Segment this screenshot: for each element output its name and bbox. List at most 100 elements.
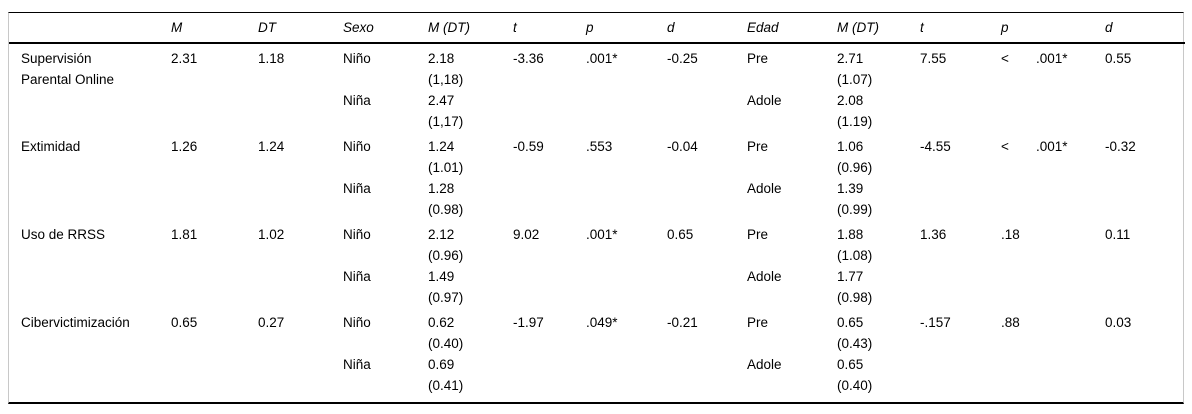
cell-sexo: Niño Niña bbox=[343, 220, 428, 308]
value-line: 2.71 bbox=[837, 51, 864, 66]
value-line: (0.98) bbox=[428, 202, 464, 217]
table-body: Supervisión Parental Online 2.31 1.18 Niño N… bbox=[9, 43, 1185, 396]
column-header-m-dt-4: M (DT) bbox=[428, 13, 513, 44]
table-row: Uso de RRSS 1.81 1.02 Niño Niña 2.12 (0.96) 1… bbox=[9, 220, 1185, 308]
value-line bbox=[747, 111, 837, 132]
value-line: -0.04 bbox=[667, 139, 698, 154]
statistics-table: M DT Sexo M (DT) t p d Edad M (DT) t p d Supervisió… bbox=[8, 12, 1185, 404]
cell-sexo: Niño Niña bbox=[343, 132, 428, 220]
value-line bbox=[343, 69, 428, 90]
p-value-line: < .001* bbox=[1001, 136, 1105, 157]
cell-sexo-p: .553 bbox=[586, 132, 667, 220]
value-line: Uso de RRSS bbox=[21, 227, 106, 242]
cell-edad: Pre Adole bbox=[747, 43, 837, 132]
cell-sexo-t: 9.02 bbox=[513, 220, 586, 308]
value-line: -1.97 bbox=[513, 315, 544, 330]
cell-m: 0.65 bbox=[171, 308, 258, 396]
value-line: 2.31 bbox=[171, 51, 198, 66]
value-line bbox=[343, 157, 428, 178]
column-header-m-dt-9: M (DT) bbox=[837, 13, 920, 44]
value-line bbox=[343, 287, 428, 308]
value-line: 1.49 bbox=[428, 269, 455, 284]
value-line: (1.08) bbox=[837, 248, 873, 263]
cell-sexo-d: 0.65 bbox=[667, 220, 747, 308]
p-value: .18 bbox=[1001, 227, 1020, 242]
value-line: (1.19) bbox=[837, 114, 873, 129]
value-line bbox=[343, 199, 428, 220]
cell-edad-d: 0.03 bbox=[1105, 308, 1185, 396]
cell-m: 1.26 bbox=[171, 132, 258, 220]
cell-edad: Pre Adole bbox=[747, 308, 837, 396]
cell-edad-t: -4.55 bbox=[920, 132, 1001, 220]
value-line: (0.99) bbox=[837, 202, 873, 217]
value-line: Niño bbox=[343, 139, 371, 154]
cell-edad-d: 0.55 bbox=[1105, 43, 1185, 132]
value-line: 0.65 bbox=[837, 357, 864, 372]
value-line bbox=[343, 333, 428, 354]
value-line: 1.39 bbox=[837, 181, 864, 196]
cell-edad-p: < .001* bbox=[1001, 43, 1105, 132]
p-value: .88 bbox=[1001, 315, 1020, 330]
value-line: Adole bbox=[747, 93, 782, 108]
cell-sexo-mdt: 1.24 (1.01) 1.28 (0.98) bbox=[428, 132, 513, 220]
cell-sexo-p: .001* bbox=[586, 220, 667, 308]
value-line: (1.01) bbox=[428, 160, 464, 175]
value-line: .001* bbox=[586, 227, 618, 242]
value-line: .553 bbox=[586, 139, 613, 154]
table-row: Extimidad 1.26 1.24 Niño Niña 1.24 (1.01) 1.2… bbox=[9, 132, 1185, 220]
cell-sexo-d: -0.21 bbox=[667, 308, 747, 396]
value-line: Extimidad bbox=[21, 139, 81, 154]
value-line bbox=[343, 375, 428, 396]
cell-sexo: Niño Niña bbox=[343, 308, 428, 396]
value-line: (1,18) bbox=[428, 72, 464, 87]
value-line: Niña bbox=[343, 181, 371, 196]
value-line: 1.24 bbox=[258, 139, 285, 154]
value-line bbox=[747, 199, 837, 220]
value-line: Pre bbox=[747, 51, 769, 66]
cell-sexo-p: .049* bbox=[586, 308, 667, 396]
cell-variable: Cibervictimización bbox=[9, 308, 171, 396]
cell-edad-p: < .001* bbox=[1001, 132, 1105, 220]
column-header-d-7: d bbox=[667, 13, 747, 44]
value-line: Niña bbox=[343, 269, 371, 284]
value-line: -0.32 bbox=[1105, 139, 1136, 154]
column-header-dt-2: DT bbox=[258, 13, 343, 44]
value-line: 2.08 bbox=[837, 93, 864, 108]
value-line: 1.36 bbox=[920, 227, 947, 242]
value-line: (0.40) bbox=[428, 336, 464, 351]
less-than-sign: < bbox=[1001, 51, 1009, 66]
value-line: 1.24 bbox=[428, 139, 455, 154]
value-line bbox=[747, 287, 837, 308]
value-line bbox=[747, 333, 837, 354]
value-line: -0.21 bbox=[667, 315, 698, 330]
value-line: Pre bbox=[747, 227, 769, 242]
column-header-p-6: p bbox=[586, 13, 667, 44]
less-than-sign: < bbox=[1001, 139, 1009, 154]
cell-edad-d: 0.11 bbox=[1105, 220, 1185, 308]
column-header-m-1: M bbox=[171, 13, 258, 44]
value-line: -4.55 bbox=[920, 139, 951, 154]
value-line: 0.65 bbox=[171, 315, 198, 330]
cell-edad: Pre Adole bbox=[747, 220, 837, 308]
value-line: 2.47 bbox=[428, 93, 455, 108]
cell-edad-t: 1.36 bbox=[920, 220, 1001, 308]
p-value-line: < .001* bbox=[1001, 48, 1105, 69]
cell-edad-d: -0.32 bbox=[1105, 132, 1185, 220]
value-line: Pre bbox=[747, 315, 769, 330]
cell-sexo-d: -0.25 bbox=[667, 43, 747, 132]
table-header: M DT Sexo M (DT) t p d Edad M (DT) t p d bbox=[9, 13, 1185, 44]
comparison-table: M DT Sexo M (DT) t p d Edad M (DT) t p d Supervisió… bbox=[9, 13, 1185, 396]
cell-sexo-mdt: 2.12 (0.96) 1.49 (0.97) bbox=[428, 220, 513, 308]
value-line: 2.18 bbox=[428, 51, 455, 66]
value-line bbox=[747, 157, 837, 178]
column-header-t-5: t bbox=[513, 13, 586, 44]
value-line bbox=[343, 245, 428, 266]
value-line: Adole bbox=[747, 269, 782, 284]
cell-edad-mdt: 2.71 (1.07) 2.08 (1.19) bbox=[837, 43, 920, 132]
column-header-d-12: d bbox=[1105, 13, 1185, 44]
value-line: 9.02 bbox=[513, 227, 540, 242]
value-line: 1.88 bbox=[837, 227, 864, 242]
value-line: -0.59 bbox=[513, 139, 544, 154]
value-line: 0.65 bbox=[667, 227, 694, 242]
cell-edad-mdt: 1.06 (0.96) 1.39 (0.99) bbox=[837, 132, 920, 220]
